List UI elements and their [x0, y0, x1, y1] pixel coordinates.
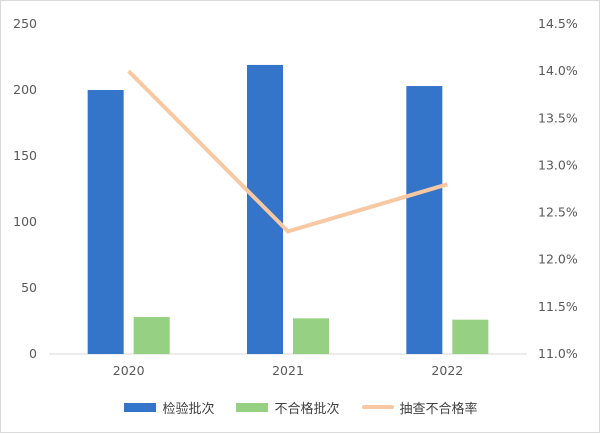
y-right-tick-label: 14.0% [538, 63, 578, 78]
legend-swatch [236, 403, 268, 412]
line-failure-rate [129, 71, 448, 231]
legend-swatch [124, 403, 156, 412]
bar-failed-batches [452, 320, 488, 354]
y-left-tick-label: 100 [13, 214, 37, 229]
x-tick-label: 2022 [431, 363, 463, 378]
legend-swatch [362, 405, 394, 409]
y-right-tick-label: 11.0% [538, 346, 578, 361]
legend-item: 检验批次 [124, 398, 214, 417]
y-left-tick-label: 0 [29, 346, 37, 361]
y-right-tick-label: 13.5% [538, 110, 578, 125]
bar-failed-batches [293, 318, 329, 354]
x-tick-label: 2021 [272, 363, 304, 378]
y-left-tick-label: 50 [21, 280, 37, 295]
y-right-tick-label: 12.0% [538, 252, 578, 267]
y-left-tick-label: 200 [13, 82, 37, 97]
legend-label: 不合格批次 [274, 398, 339, 417]
bar-failed-batches [134, 317, 170, 354]
legend-item: 不合格批次 [236, 398, 339, 417]
chart-legend: 检验批次 不合格批次 抽查不合格率 [1, 395, 600, 419]
legend-item: 抽查不合格率 [362, 398, 478, 417]
y-right-tick-label: 11.5% [538, 299, 578, 314]
y-left-tick-label: 150 [13, 148, 37, 163]
bar-inspection-batches [88, 90, 124, 354]
legend-label: 抽查不合格率 [400, 398, 478, 417]
x-tick-label: 2020 [113, 363, 145, 378]
legend-label: 检验批次 [162, 398, 214, 417]
y-right-tick-label: 14.5% [538, 16, 578, 31]
y-right-tick-label: 12.5% [538, 205, 578, 220]
y-left-tick-label: 250 [13, 16, 37, 31]
bar-inspection-batches [406, 86, 442, 354]
y-right-tick-label: 13.0% [538, 157, 578, 172]
